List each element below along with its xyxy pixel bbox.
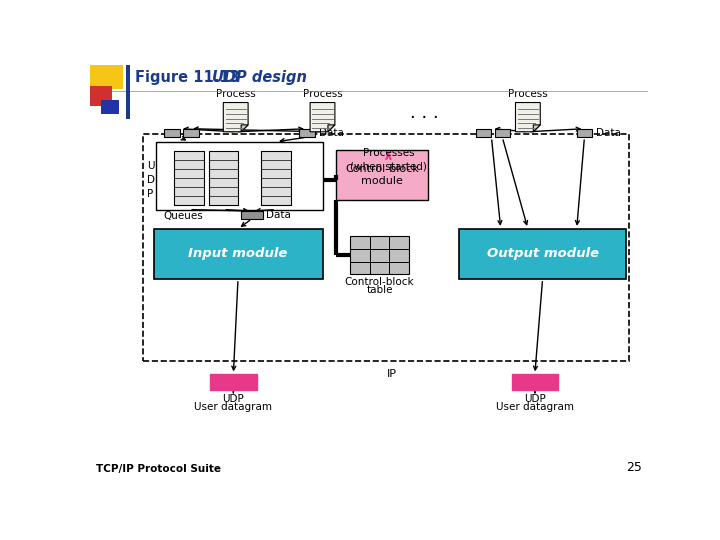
- Text: Data: Data: [596, 127, 621, 138]
- Text: Queues: Queues: [163, 211, 203, 221]
- Text: U
D
P: U D P: [148, 161, 156, 199]
- Text: Figure 11.13: Figure 11.13: [135, 70, 240, 85]
- Bar: [153, 229, 323, 279]
- Bar: [90, 65, 122, 90]
- Polygon shape: [534, 125, 540, 132]
- Bar: [90, 86, 112, 106]
- Bar: [495, 129, 510, 137]
- Text: Process: Process: [508, 89, 548, 99]
- Bar: [261, 151, 291, 205]
- Bar: [351, 236, 408, 274]
- Bar: [577, 129, 593, 137]
- Bar: [156, 142, 323, 210]
- Text: Data: Data: [319, 127, 343, 138]
- Bar: [126, 65, 130, 119]
- Bar: [459, 229, 626, 279]
- Polygon shape: [310, 103, 335, 132]
- Text: module: module: [361, 176, 403, 186]
- Bar: [336, 150, 428, 200]
- Text: TCP/IP Protocol Suite: TCP/IP Protocol Suite: [96, 464, 221, 475]
- Bar: [476, 129, 492, 137]
- Bar: [241, 211, 263, 219]
- Text: Processes
(when started): Processes (when started): [350, 148, 427, 171]
- Polygon shape: [516, 103, 540, 132]
- Bar: [210, 374, 256, 390]
- Bar: [183, 129, 199, 137]
- Polygon shape: [328, 125, 335, 132]
- Bar: [209, 151, 238, 205]
- Text: User datagram: User datagram: [194, 402, 272, 412]
- Text: Process: Process: [216, 89, 256, 99]
- Text: . . .: . . .: [410, 104, 439, 122]
- Polygon shape: [223, 103, 248, 132]
- Text: UDP: UDP: [524, 394, 546, 404]
- Text: UDP: UDP: [222, 394, 244, 404]
- Text: Data: Data: [266, 210, 291, 220]
- Text: Output module: Output module: [487, 247, 598, 260]
- Bar: [300, 129, 315, 137]
- Bar: [101, 100, 120, 114]
- Polygon shape: [241, 125, 248, 132]
- Bar: [164, 129, 180, 137]
- Text: User datagram: User datagram: [496, 402, 574, 412]
- Text: Control-block: Control-block: [345, 278, 414, 287]
- Text: Process: Process: [302, 89, 343, 99]
- Text: table: table: [366, 285, 392, 295]
- Bar: [512, 374, 558, 390]
- Text: UDP design: UDP design: [212, 70, 307, 85]
- Text: Control-block: Control-block: [346, 164, 419, 174]
- Text: Input module: Input module: [189, 247, 288, 260]
- Bar: [174, 151, 204, 205]
- Bar: [143, 134, 629, 361]
- Text: 25: 25: [626, 462, 642, 475]
- Text: IP: IP: [387, 369, 397, 379]
